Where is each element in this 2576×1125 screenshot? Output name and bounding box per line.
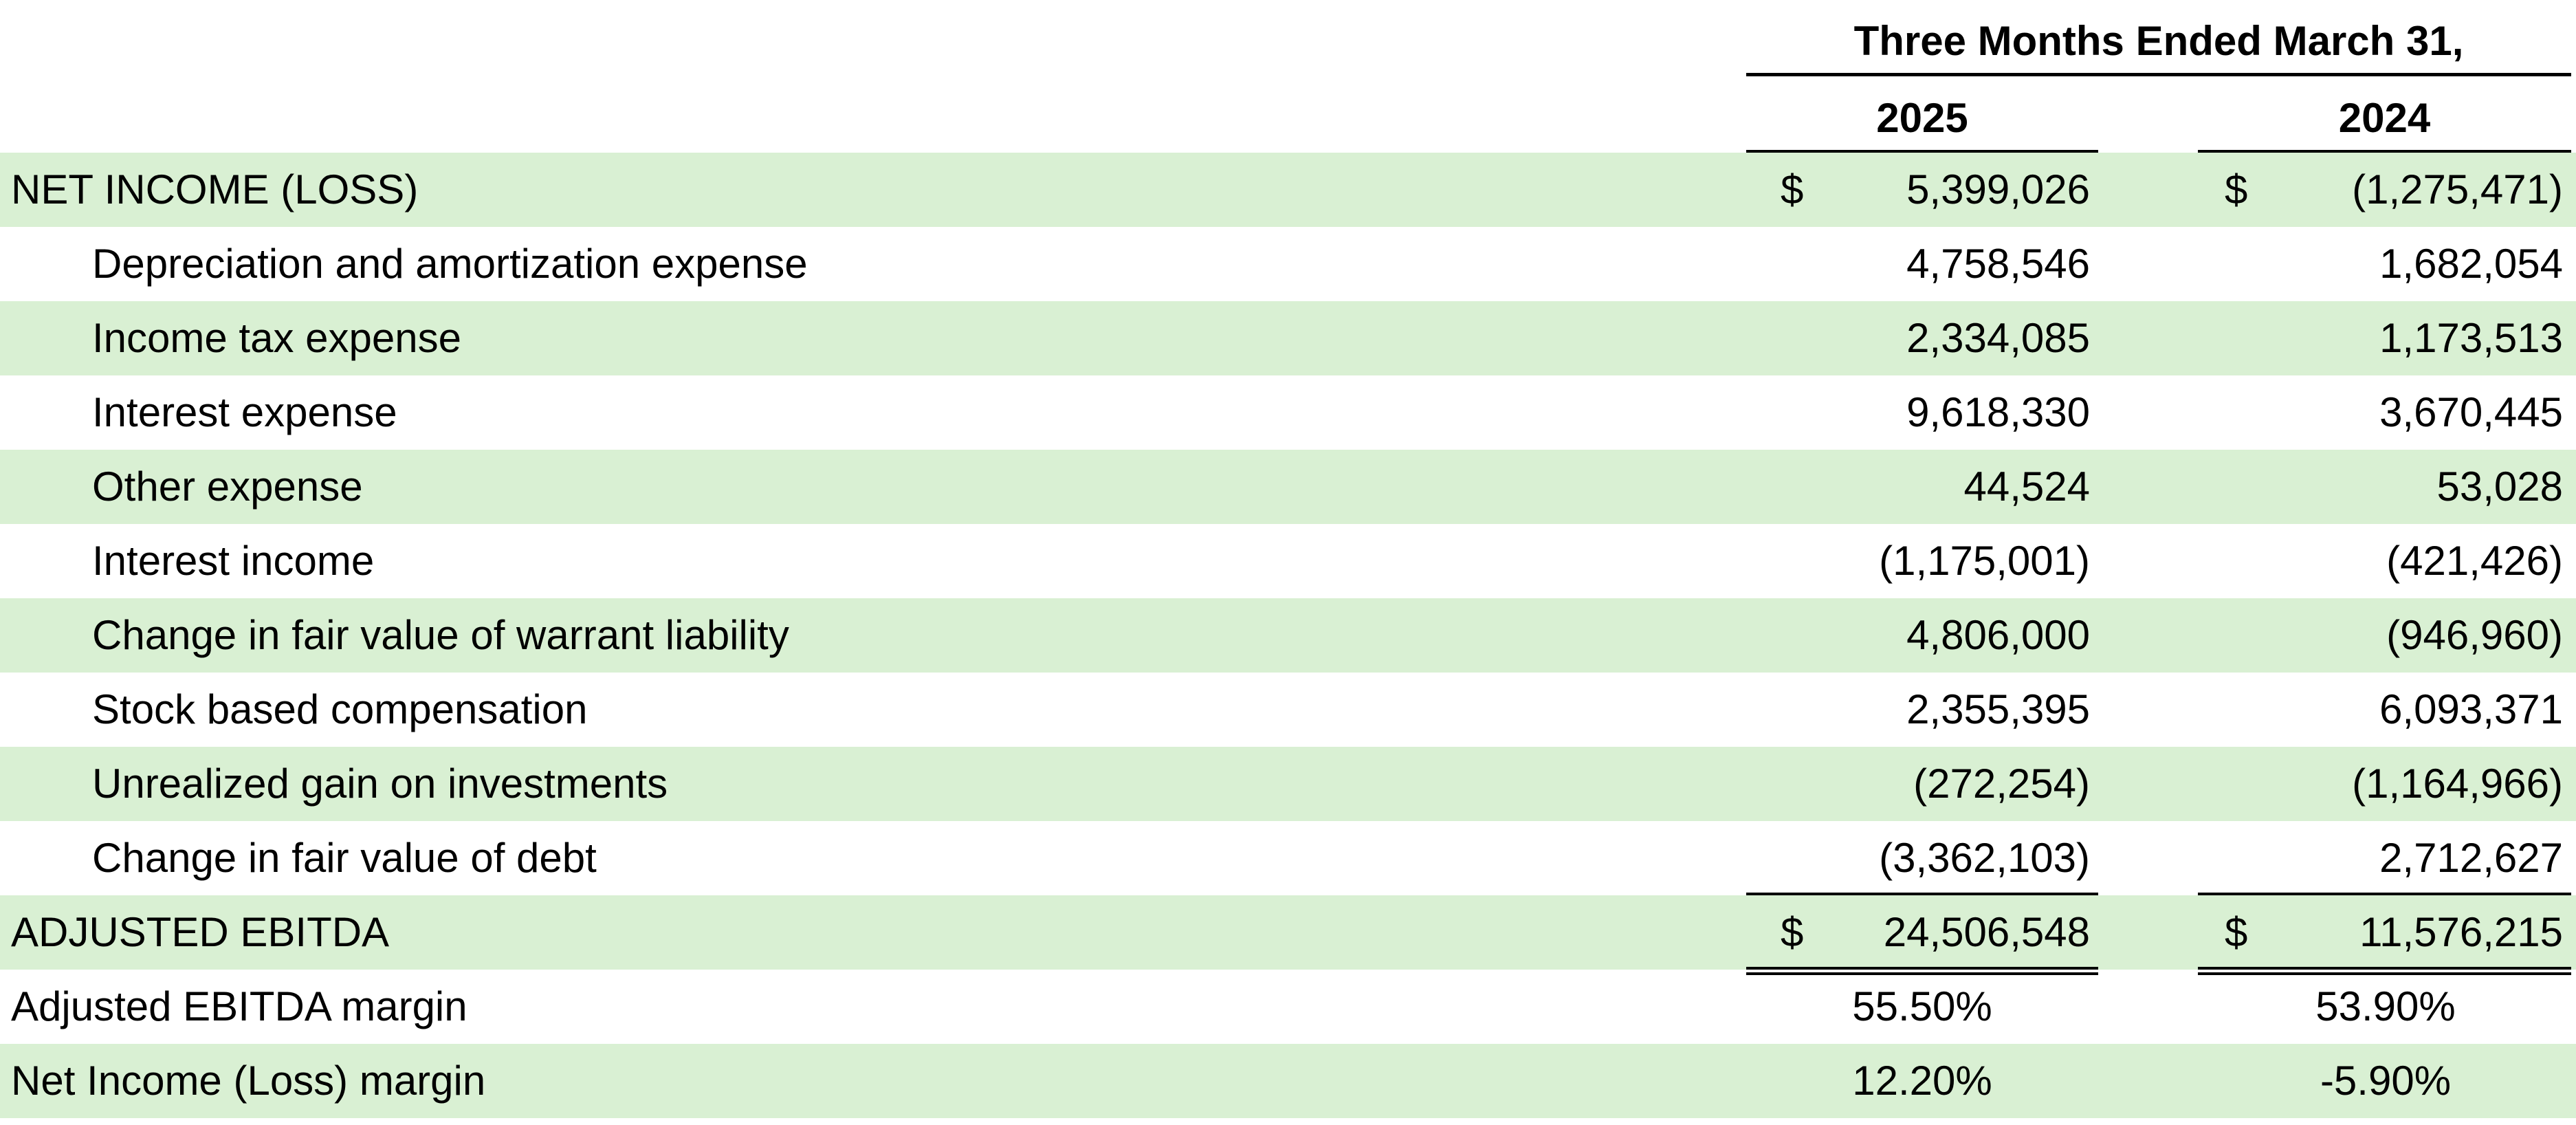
row-label: Stock based compensation: [92, 686, 588, 732]
row-band: [0, 895, 2576, 970]
row-band: [0, 747, 2576, 821]
header-title: Three Months Ended March 31,: [1853, 18, 2464, 64]
column-rule: [1746, 150, 2098, 153]
cell-value: (1,275,471): [2352, 166, 2563, 212]
cell-value: 4,806,000: [1906, 612, 2090, 658]
row-band: [0, 450, 2576, 524]
cell-value: 6,093,371: [2379, 686, 2563, 732]
cell-value: 9,618,330: [1906, 389, 2090, 435]
cell-value: 1,173,513: [2379, 315, 2563, 361]
row-band: [0, 301, 2576, 375]
cell-value: 44,524: [1963, 463, 2090, 510]
cell-value: 1,682,054: [2379, 241, 2563, 287]
cell-value: 53.90%: [2315, 983, 2456, 1029]
cell-value: 4,758,546: [1906, 241, 2090, 287]
row-band: [0, 153, 2576, 227]
row-band: [0, 598, 2576, 673]
cell-value: (3,362,103): [1879, 835, 2090, 881]
row-band: [0, 1044, 2576, 1118]
cell-value: 12.20%: [1852, 1058, 1992, 1104]
cell-value: (1,164,966): [2352, 761, 2563, 807]
cell-value: 11,576,215: [2359, 909, 2563, 955]
row-label: Change in fair value of debt: [92, 835, 597, 881]
cell-value: 53,028: [2436, 463, 2563, 510]
row-label: Other expense: [92, 463, 363, 510]
double-rule: [1746, 967, 2098, 975]
currency-sign: $: [2225, 166, 2248, 212]
cell-value: 2,712,627: [2379, 835, 2563, 881]
column-header: 2025: [1876, 95, 1968, 141]
row-label: Interest expense: [92, 389, 397, 435]
cell-value: -5.90%: [2320, 1058, 2452, 1104]
row-label: Interest income: [92, 538, 375, 584]
column-header: 2024: [2338, 95, 2431, 141]
cell-value: 2,355,395: [1906, 686, 2090, 732]
row-label: Net Income (Loss) margin: [11, 1058, 486, 1104]
row-label: Income tax expense: [92, 315, 461, 361]
cell-value: (421,426): [2386, 538, 2563, 584]
cell-value: 3,670,445: [2379, 389, 2563, 435]
cell-value: (272,254): [1913, 761, 2090, 807]
row-label: Unrealized gain on investments: [92, 761, 668, 807]
currency-sign: $: [1781, 166, 1804, 212]
row-label: NET INCOME (LOSS): [11, 166, 419, 212]
cell-value: (1,175,001): [1879, 538, 2090, 584]
cell-value: (946,960): [2386, 612, 2563, 658]
currency-sign: $: [2225, 909, 2248, 955]
total-rule: [1746, 893, 2098, 896]
row-label: ADJUSTED EBITDA: [11, 909, 390, 955]
currency-sign: $: [1781, 909, 1804, 955]
row-label: Depreciation and amortization expense: [92, 241, 808, 287]
header-rule: [1746, 73, 2571, 76]
row-label: Change in fair value of warrant liabilit…: [92, 612, 789, 658]
cell-value: 5,399,026: [1906, 166, 2090, 212]
total-rule: [2198, 893, 2571, 896]
column-rule: [2198, 150, 2571, 153]
cell-value: 24,506,548: [1883, 909, 2090, 955]
row-label: Adjusted EBITDA margin: [11, 983, 467, 1029]
cell-value: 2,334,085: [1906, 315, 2090, 361]
cell-value: 55.50%: [1852, 983, 1992, 1029]
double-rule: [2198, 967, 2571, 975]
